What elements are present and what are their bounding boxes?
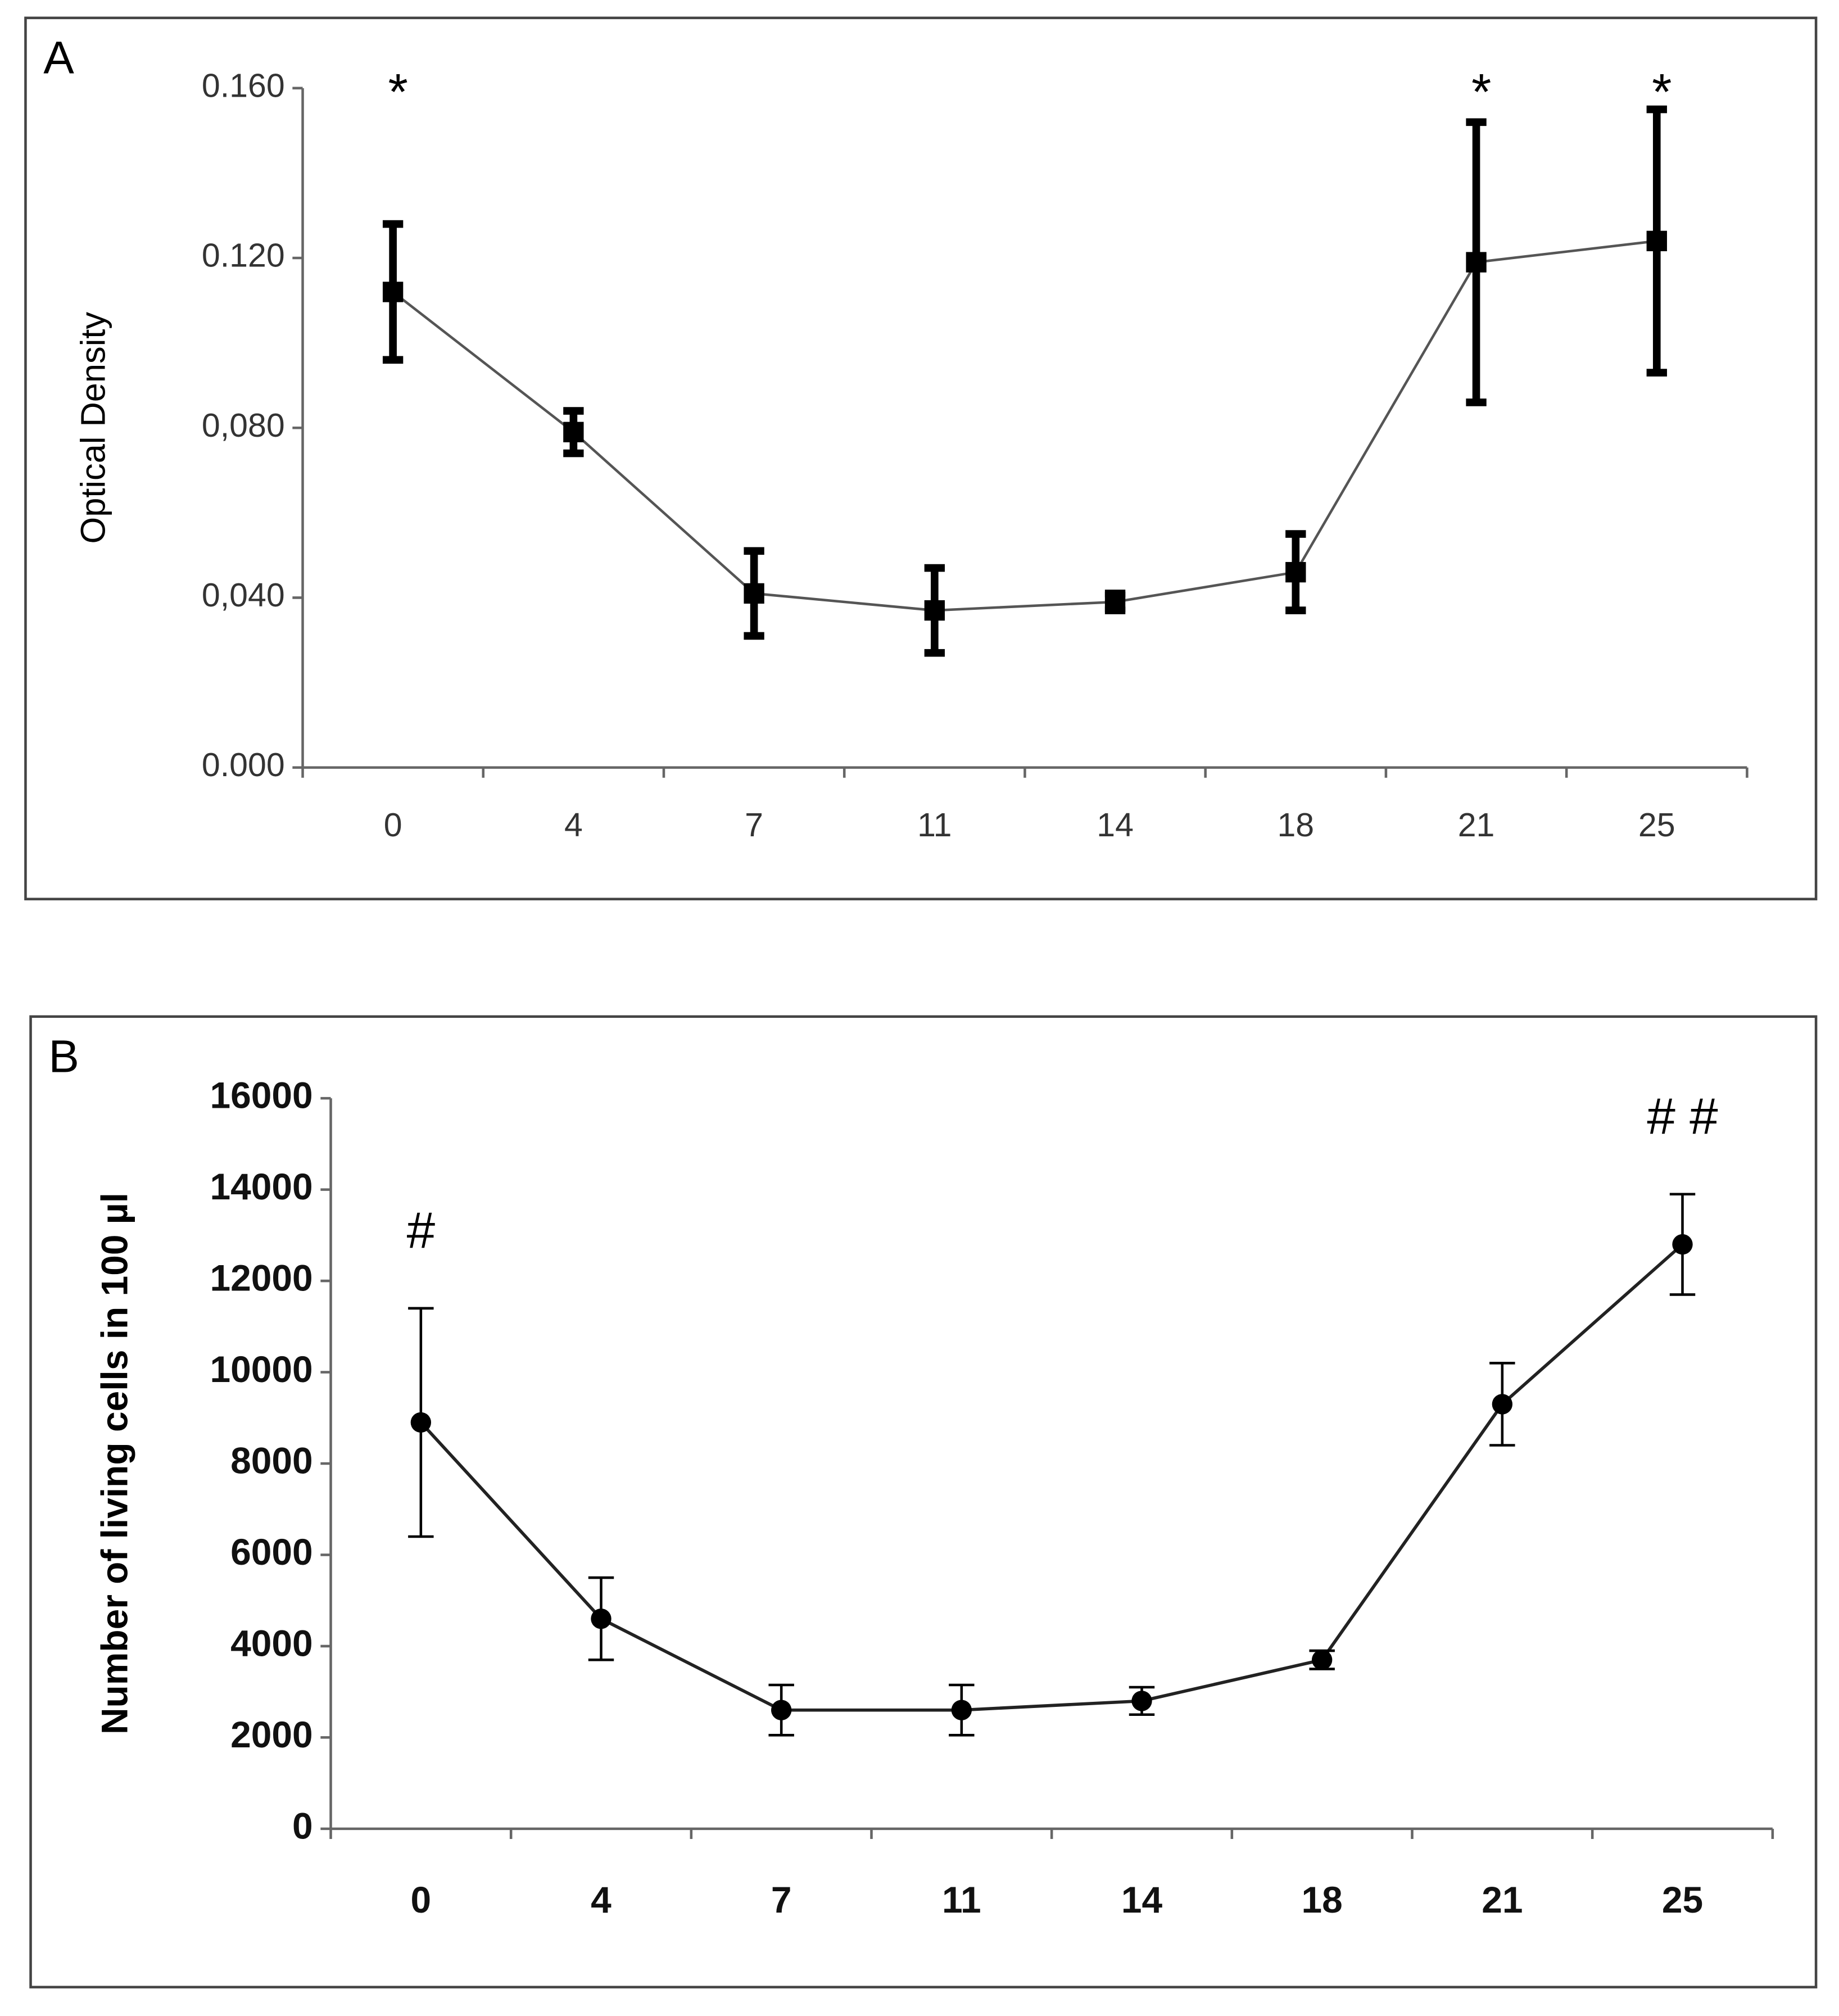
y-tick-label: 14000 (210, 1166, 313, 1207)
y-tick-label: 2000 (230, 1714, 313, 1755)
x-tick-label: 14 (1097, 807, 1134, 844)
x-tick-label: 0 (384, 807, 402, 844)
panel-label: B (48, 1031, 79, 1082)
x-tick-label: 11 (917, 807, 952, 844)
annotation: * (388, 64, 408, 120)
marker (771, 1700, 792, 1720)
y-tick-label: 16000 (210, 1075, 313, 1116)
marker (1104, 591, 1126, 613)
marker (1311, 1650, 1333, 1670)
panel-frame (24, 16, 1818, 900)
y-tick-label: 0.120 (202, 237, 285, 274)
y-tick-label: 0 (292, 1805, 313, 1846)
marker (744, 583, 764, 604)
marker (1492, 1394, 1513, 1415)
marker (1285, 561, 1306, 583)
marker (1466, 252, 1487, 273)
x-tick-label: 7 (745, 807, 763, 844)
y-tick-label: 0.160 (202, 67, 285, 104)
marker (1131, 1691, 1152, 1711)
y-tick-label: 12000 (210, 1257, 313, 1298)
x-tick-label: 25 (1662, 1879, 1703, 1920)
marker (951, 1700, 972, 1720)
x-tick-label: 4 (591, 1879, 612, 1920)
marker (382, 282, 404, 302)
x-tick-label: 11 (942, 1879, 981, 1920)
y-tick-label: 6000 (230, 1531, 313, 1573)
data-line (392, 239, 1657, 612)
x-tick-label: 25 (1638, 807, 1675, 844)
x-tick-label: 18 (1277, 807, 1314, 844)
y-tick-label: 0,080 (202, 407, 285, 444)
y-tick-label: 0.000 (202, 746, 285, 783)
marker (563, 422, 584, 442)
x-tick-label: 4 (564, 807, 583, 844)
x-tick-label: 0 (411, 1879, 432, 1920)
marker (1672, 1234, 1693, 1255)
marker (1646, 230, 1667, 251)
data-line (419, 1243, 1684, 1712)
y-axis-label: Number of living cells in 100 µl (93, 1193, 135, 1734)
y-axis-label: Optical Density (74, 312, 113, 544)
x-tick-label: 7 (771, 1879, 792, 1920)
y-tick-label: 4000 (230, 1622, 313, 1664)
y-tick-label: 0,040 (202, 577, 285, 614)
annotation: * (1471, 64, 1491, 120)
y-tick-label: 10000 (210, 1348, 313, 1390)
x-tick-label: 21 (1458, 807, 1495, 844)
marker (410, 1412, 432, 1433)
x-tick-label: 21 (1482, 1879, 1523, 1920)
marker (924, 600, 945, 621)
panel-frame (29, 1015, 1818, 1988)
annotation: # (407, 1202, 436, 1259)
annotation: # # (1647, 1088, 1718, 1145)
panel-label: A (43, 33, 74, 84)
y-tick-label: 8000 (230, 1439, 313, 1481)
marker (591, 1609, 612, 1629)
annotation: * (1652, 64, 1672, 120)
x-tick-label: 14 (1121, 1879, 1163, 1920)
x-tick-label: 18 (1302, 1879, 1343, 1920)
